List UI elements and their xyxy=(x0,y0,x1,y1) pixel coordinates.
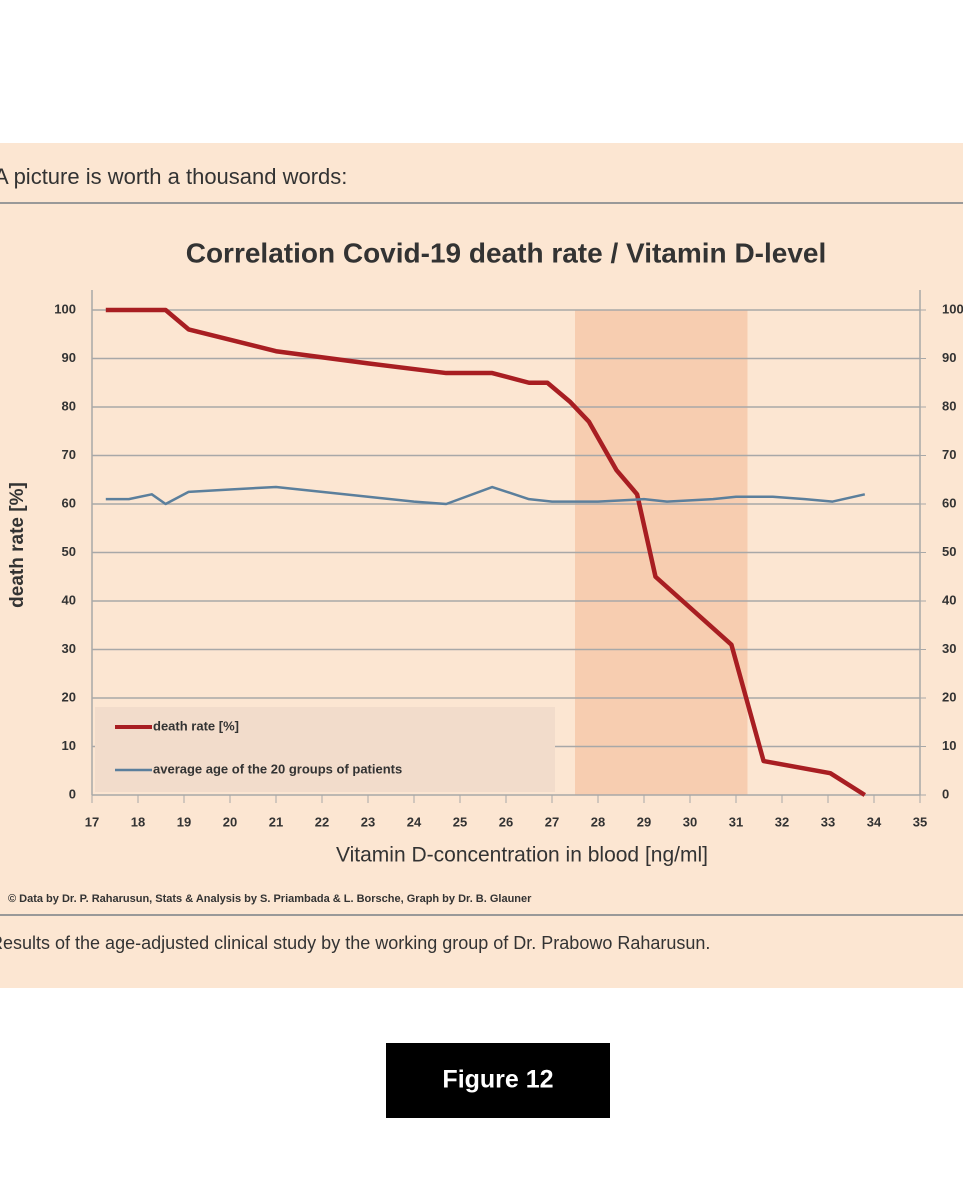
x-tick-label: 32 xyxy=(775,814,789,829)
x-tick-label: 34 xyxy=(867,814,882,829)
y-tick-label: 80 xyxy=(62,398,76,413)
y2-tick-label: 100 xyxy=(942,301,963,316)
legend xyxy=(95,707,555,792)
y2-tick-label: 40 xyxy=(942,592,956,607)
caption: Results of the age-adjusted clinical stu… xyxy=(0,933,710,953)
x-tick-label: 26 xyxy=(499,814,513,829)
y-tick-label: 40 xyxy=(62,592,76,607)
y-tick-label: 30 xyxy=(62,641,76,656)
x-tick-label: 23 xyxy=(361,814,375,829)
series-line xyxy=(105,307,867,797)
y-tick-label: 0 xyxy=(69,786,76,801)
x-tick-label: 19 xyxy=(177,814,191,829)
y2-tick-label: 10 xyxy=(942,738,956,753)
chart-title: Correlation Covid-19 death rate / Vitami… xyxy=(186,237,827,268)
x-tick-label: 29 xyxy=(637,814,651,829)
y2-tick-label: 50 xyxy=(942,544,956,559)
x-tick-label: 27 xyxy=(545,814,559,829)
y-tick-label: 60 xyxy=(62,495,76,510)
x-tick-label: 24 xyxy=(407,814,422,829)
heading: A picture is worth a thousand words: xyxy=(0,164,347,189)
x-tick-label: 17 xyxy=(85,814,99,829)
y-tick-label: 100 xyxy=(54,301,76,316)
credit: © Data by Dr. P. Raharusun, Stats & Anal… xyxy=(8,893,532,905)
x-axis-label: Vitamin D-concentration in blood [ng/ml] xyxy=(336,844,708,867)
x-tick-label: 18 xyxy=(131,814,145,829)
x-tick-label: 30 xyxy=(683,814,697,829)
y2-tick-label: 60 xyxy=(942,495,956,510)
y-tick-label: 10 xyxy=(62,738,76,753)
legend-label: death rate [%] xyxy=(153,718,239,733)
y-tick-label: 90 xyxy=(62,350,76,365)
y-tick-label: 50 xyxy=(62,544,76,559)
y2-tick-label: 0 xyxy=(942,786,949,801)
x-tick-label: 31 xyxy=(729,814,743,829)
x-tick-label: 22 xyxy=(315,814,329,829)
y-axis-label: death rate [%] xyxy=(7,482,28,608)
x-tick-label: 20 xyxy=(223,814,237,829)
x-tick-label: 21 xyxy=(269,814,283,829)
y2-tick-label: 80 xyxy=(942,398,956,413)
y2-tick-label: 20 xyxy=(942,689,956,704)
y2-tick-label: 70 xyxy=(942,447,956,462)
y2-tick-label: 30 xyxy=(942,641,956,656)
series-line xyxy=(105,485,866,506)
x-tick-label: 35 xyxy=(913,814,927,829)
y2-tick-label: 90 xyxy=(942,350,956,365)
legend-label: average age of the 20 groups of patients xyxy=(153,761,402,776)
x-tick-label: 25 xyxy=(453,814,467,829)
figure-label: Figure 12 xyxy=(442,1066,553,1094)
y-tick-label: 20 xyxy=(62,689,76,704)
figure-label-box xyxy=(386,1043,610,1118)
x-tick-label: 33 xyxy=(821,814,835,829)
panel xyxy=(0,143,963,988)
y-tick-label: 70 xyxy=(62,447,76,462)
x-tick-label: 28 xyxy=(591,814,605,829)
